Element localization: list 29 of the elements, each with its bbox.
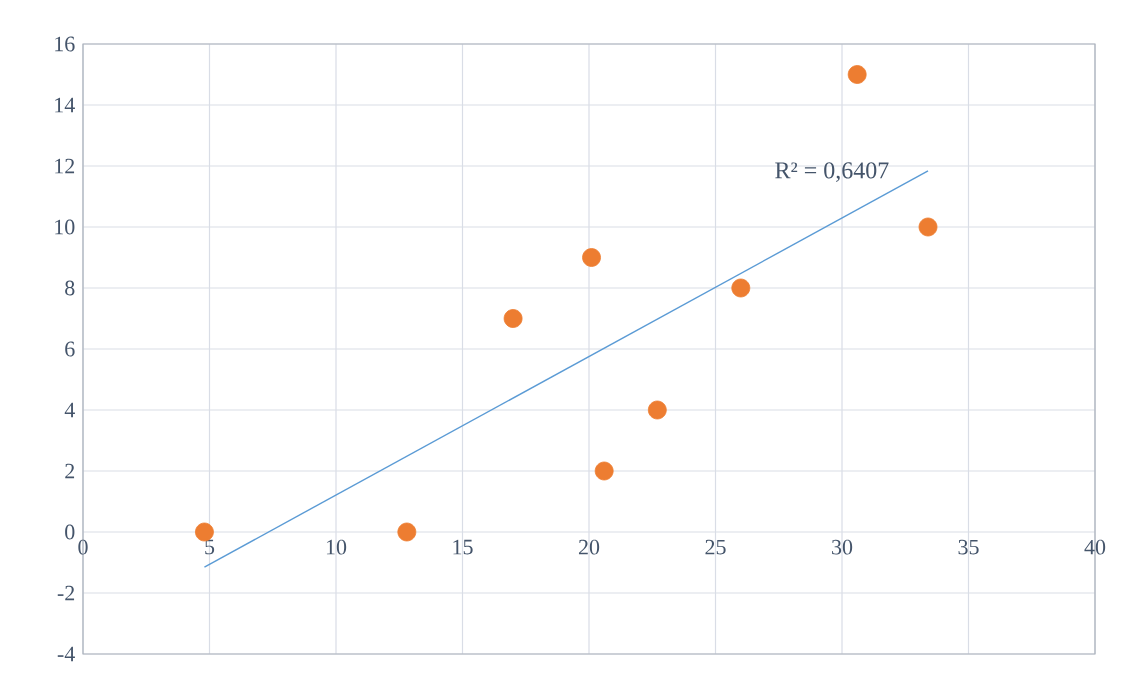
y-tick-label: 12 — [55, 158, 75, 174]
point — [731, 278, 751, 298]
x-tick-label: 0 — [78, 539, 88, 555]
point — [647, 400, 667, 420]
x-tick-label: 25 — [705, 539, 726, 555]
point — [594, 461, 614, 481]
annotation: R² = 0,6407 — [775, 162, 889, 182]
y-tick-label: 14 — [55, 97, 75, 113]
x-tick-label: 20 — [578, 539, 600, 555]
y-tick-label: 4 — [64, 402, 75, 418]
x-tick-label: 5 — [205, 539, 215, 555]
y-tick-label: -2 — [57, 585, 75, 601]
point — [397, 522, 417, 542]
y-tick-label: 16 — [55, 36, 75, 52]
x-tick-label: 30 — [832, 539, 853, 555]
y-tick-label: 8 — [65, 280, 75, 296]
x-tick-label: 10 — [326, 539, 347, 555]
y-tick-label: 2 — [65, 463, 75, 479]
point — [503, 309, 523, 328]
y-tick-label: 0 — [65, 524, 75, 540]
x-tick-label: 15 — [453, 539, 473, 555]
y-tick-label: -4 — [57, 646, 75, 662]
point — [918, 217, 938, 237]
point — [847, 65, 867, 84]
y-tick-label: 10 — [55, 219, 75, 235]
x-tick-label: 35 — [958, 539, 979, 555]
point — [582, 248, 601, 267]
x-tick-label: 40 — [1084, 539, 1106, 555]
y-tick-label: 6 — [65, 341, 75, 357]
